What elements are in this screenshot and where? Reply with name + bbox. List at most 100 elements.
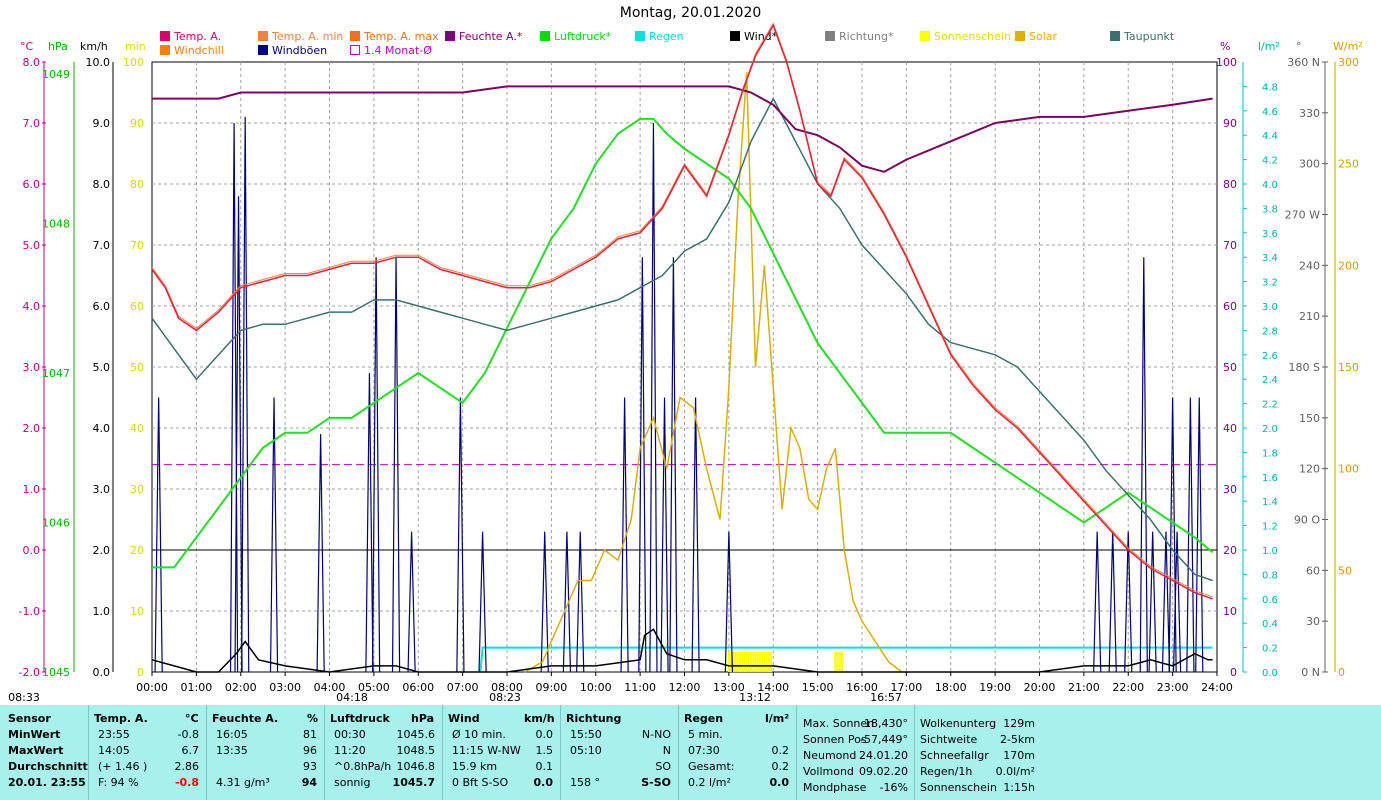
stat-value: -0.8 [174, 776, 199, 789]
gust-spike [649, 122, 658, 673]
gust-spike [1161, 531, 1171, 673]
stat-value: 93 [303, 760, 317, 773]
sun-label: Neumond [803, 749, 857, 762]
direction-tick: 30 [1306, 615, 1320, 628]
stat-value: 2.86 [174, 760, 200, 773]
rain-tick: 4.6 [1262, 107, 1278, 118]
humidity-tick: 40 [1223, 422, 1237, 435]
legend-item: Sonnenschein [920, 30, 1011, 43]
rain-tick: 0.6 [1262, 595, 1278, 606]
rain-tick: 1.0 [1262, 546, 1278, 557]
sensor-head: Sensor [8, 712, 51, 725]
rain-tick: 2.6 [1262, 351, 1278, 362]
time-marker: 04:18 [336, 691, 368, 704]
direction-tick: 300 [1299, 158, 1320, 171]
sensor-row: MinWert [8, 728, 61, 741]
time-tick: 00:00 [136, 681, 168, 694]
wind-tick: 4.0 [93, 422, 111, 435]
wind-tick: 10.0 [86, 56, 111, 69]
humidity-tick: 100 [1216, 56, 1237, 69]
temp-unit: °C [20, 40, 34, 53]
stat-value: 6.7 [181, 744, 200, 757]
stat-left: 05:10 [570, 744, 602, 757]
sun-value: -16% [879, 781, 908, 794]
temp-tick: 1.0 [23, 483, 41, 496]
wind-head: Wind [448, 712, 480, 725]
rain-tick: 0.8 [1262, 570, 1278, 581]
rain-tick: 2.8 [1262, 326, 1278, 337]
sensor-row: MaxWert [8, 744, 64, 757]
stat-left: 00:30 [334, 728, 366, 741]
weather-chart: 8.0 7.0 6.0 5.0 4.0 3.0 2.0 1.0 0.0 -1.0 -2.0 1049 1… [8, 22, 1363, 704]
rain-tick: 2.0 [1262, 424, 1278, 435]
time-tick: 01:00 [181, 681, 213, 694]
series-luftdruck- [152, 117, 1214, 569]
legend-swatch [445, 31, 455, 41]
regen-head: Regen [684, 712, 724, 725]
rain-tick: 3.4 [1262, 253, 1278, 264]
gust-spike [1195, 397, 1204, 673]
luftdruck-head: Luftdruck [330, 712, 390, 725]
gust-spike [660, 397, 669, 673]
stat-value: 1048.5 [396, 744, 436, 757]
humidity-tick: 20 [1223, 544, 1237, 557]
legend-swatch [350, 45, 360, 55]
gust-spike [638, 257, 647, 673]
wind-tick: 9.0 [93, 117, 111, 130]
legend-item: Regen [635, 30, 684, 43]
time-marker: 13:12 [739, 691, 771, 704]
pressure-tick: 1047 [42, 367, 70, 380]
sunmin-tick: 60 [130, 300, 144, 313]
legend-item: Richtung* [825, 30, 893, 43]
humidity-tick: 70 [1223, 239, 1237, 252]
stats-panel: Sensor MinWert MaxWert Durchschnitt 20.01. 2… [0, 705, 1381, 800]
temp-tick: 0.0 [23, 544, 41, 557]
temp-tick: 4.0 [23, 300, 41, 313]
time-tick: 16:00 [846, 681, 878, 694]
humidity-tick: 0 [1230, 666, 1237, 679]
sunmin-tick: 20 [130, 544, 144, 557]
sunmin-unit: min [125, 40, 146, 53]
stat-left: Gesamt: [688, 760, 735, 773]
direction-tick: 240 [1299, 259, 1320, 272]
rain-tick: 4.0 [1262, 180, 1278, 191]
rain-tick: 1.2 [1262, 522, 1278, 533]
gust-spike [269, 397, 279, 673]
rain-tick: 3.6 [1262, 229, 1278, 240]
rain-tick: 0.4 [1262, 619, 1278, 630]
legend-label: Temp. A. min [272, 30, 344, 43]
series-solar [524, 72, 903, 673]
legend-swatch [160, 45, 170, 55]
stat-value: 1.5 [535, 744, 554, 757]
legend-swatch [160, 31, 170, 41]
legend-swatch [540, 31, 550, 41]
stat-value: 81 [303, 728, 317, 741]
sensor-row: Durchschnitt [8, 760, 88, 773]
legend-item: Luftdruck* [540, 30, 611, 43]
legend-item: Solar [1015, 30, 1057, 43]
rain-tick: 0.0 [1262, 668, 1278, 679]
gust-spike [154, 397, 163, 673]
solar-tick: 300 [1338, 56, 1359, 69]
cloud-value: 0.0l/m² [995, 765, 1035, 778]
unit-label: km/h [524, 712, 555, 725]
temp-tick: 6.0 [23, 178, 41, 191]
series-feuchte-a- [152, 85, 1213, 173]
time-marker: 08:33 [8, 691, 40, 704]
legend-item: 1.4 Monat-Ø [350, 44, 432, 57]
unit-label: % [307, 712, 319, 725]
sun-value: -57,449° [860, 733, 908, 746]
stat-left: 11:15 W-NW [452, 744, 521, 757]
stat-value: 0.2 [771, 760, 790, 773]
legend-label: Windchill [174, 44, 224, 57]
wind-tick: 6.0 [93, 300, 111, 313]
time-tick: 18:00 [935, 681, 967, 694]
legend-label: Regen [649, 30, 684, 43]
cloud-label: Sichtweite [920, 733, 978, 746]
rain-tick: 3.2 [1262, 278, 1278, 289]
gust-spike [1186, 397, 1195, 673]
legend-label: Luftdruck* [554, 30, 612, 43]
unit-label: hPa [411, 712, 435, 725]
legend-label: Taupunkt [1124, 30, 1175, 43]
gust-spike [478, 531, 487, 673]
